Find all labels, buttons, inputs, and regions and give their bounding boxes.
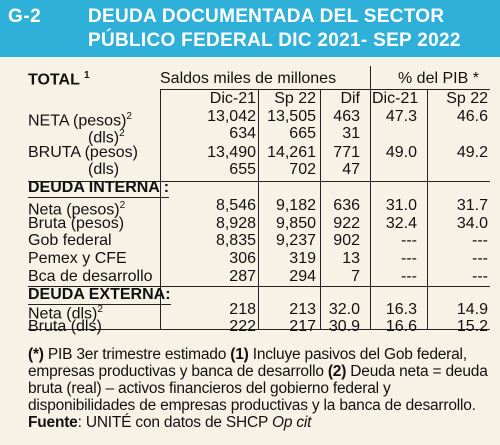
table-cell: 222: [229, 318, 256, 335]
col-divider-2: [258, 89, 259, 329]
table-cell: 49.2: [456, 144, 488, 161]
table-cell: 31.7: [456, 197, 488, 214]
table-cell: 634: [229, 125, 256, 142]
col-header: Sp 22: [446, 90, 488, 107]
col-header: Dic-21: [209, 90, 256, 107]
table-cell: 7: [351, 268, 360, 285]
row-label: Bca de desarrollo: [28, 268, 153, 285]
table-cell: 287: [229, 268, 256, 285]
table-cell: 13: [342, 250, 360, 267]
table-cell: 306: [229, 250, 256, 267]
title-banner: G-2 DEUDA DOCUMENTADA DEL SECTOR PÚBLICO…: [0, 0, 500, 57]
table-cell: 32.4: [385, 215, 417, 232]
footnote-marker-star: (*): [28, 346, 44, 363]
table-cell: 9,182: [275, 197, 316, 214]
footnote: (*) PIB 3er trimestre estimado (1) Inclu…: [28, 346, 490, 431]
table-cell: 655: [229, 161, 256, 178]
table-cell: 8,835: [215, 232, 256, 249]
col-divider-4: [370, 66, 371, 329]
table-cell: 8,928: [215, 215, 256, 232]
table-cell: 665: [289, 125, 316, 142]
table-cell: ---: [401, 250, 417, 267]
section-rule-interna: [28, 181, 490, 182]
col-divider-5: [427, 89, 428, 329]
table-cell: 902: [333, 232, 360, 249]
table-cell: 30.9: [328, 318, 360, 335]
table-cell: 16.3: [385, 301, 417, 318]
row-label: BRUTA (pesos): [28, 144, 138, 161]
footnote-text-3: Deuda neta = deuda bruta (real) – activo…: [28, 363, 488, 414]
col-header: Dif: [340, 90, 360, 107]
title-line-2: PÚBLICO FEDERAL DIC 2021- SEP 2022: [88, 30, 461, 51]
table-cell: 319: [289, 250, 316, 267]
table-cell: 16.6: [385, 318, 417, 335]
table-cell: 636: [333, 197, 360, 214]
table-cell: 13,042: [207, 108, 256, 125]
table-cell: 702: [289, 161, 316, 178]
table-cell: 13,505: [267, 108, 316, 125]
row-label: Gob federal: [28, 232, 112, 249]
table-cell: 9,237: [275, 232, 316, 249]
header-rule-pib: [370, 89, 490, 90]
table-cell: 31.0: [385, 197, 417, 214]
table-cell: 32.0: [328, 301, 360, 318]
col-divider-3: [320, 89, 321, 329]
row-label: Bruta (pesos): [28, 215, 125, 232]
section-heading: DEUDA EXTERNA:: [28, 286, 171, 305]
source-italic: Op cit: [272, 414, 312, 431]
table-cell: 218: [229, 301, 256, 318]
title-line-1: DEUDA DOCUMENTADA DEL SECTOR: [88, 6, 445, 27]
row-label: Pemex y CFE: [28, 250, 127, 267]
section-heading: DEUDA INTERNA :: [28, 179, 170, 198]
source-text: : UNITÉ con datos de SHCP: [77, 414, 272, 431]
table-cell: 217: [289, 318, 316, 335]
row-label: Bruta (dls): [28, 318, 102, 335]
table-cell: ---: [472, 268, 488, 285]
graphic-code: G-2: [8, 6, 42, 27]
table-cell: 463: [333, 108, 360, 125]
group-header-saldos: Saldos miles de millones: [160, 70, 337, 87]
table-cell: 922: [333, 215, 360, 232]
table-cell: ---: [472, 232, 488, 249]
table-cell: 13,490: [207, 144, 256, 161]
table-cell: 49.0: [385, 144, 417, 161]
table-bottom-rule: [28, 329, 490, 330]
total-label: TOTAL 1: [28, 70, 90, 89]
table-cell: 31: [342, 125, 360, 142]
header-rule-saldos: [160, 89, 370, 90]
row-label: (dls): [88, 161, 120, 178]
table-cell: 294: [289, 268, 316, 285]
footnote-marker-2: (2): [327, 363, 347, 380]
table-cell: 15.2: [456, 318, 488, 335]
row-label: Neta (pesos)2: [28, 200, 126, 219]
table-cell: 34.0: [456, 215, 488, 232]
table-cell: 9,850: [275, 215, 316, 232]
section-rule-externa: [28, 286, 490, 287]
table-cell: ---: [401, 268, 417, 285]
footnote-text-1: PIB 3er trimestre estimado: [43, 346, 231, 363]
col-divider-1: [160, 89, 161, 329]
row-label: (dls)2: [88, 128, 125, 147]
table-cell: 46.6: [456, 108, 488, 125]
table-cell: 47: [342, 161, 360, 178]
table-cell: 14,261: [267, 144, 316, 161]
table-cell: 14.9: [456, 301, 488, 318]
table-cell: 771: [333, 144, 360, 161]
table-cell: ---: [401, 232, 417, 249]
footnote-marker-1: (1): [230, 346, 249, 363]
table-cell: ---: [472, 250, 488, 267]
footnote-text-2: Incluye pasivos del Gob federal, empresa…: [28, 346, 467, 380]
source-label: Fuente: [28, 414, 78, 431]
table-cell: 8,546: [215, 197, 256, 214]
table-cell: 213: [289, 301, 316, 318]
row-label: NETA (pesos)2: [28, 111, 132, 130]
table-cell: 47.3: [385, 108, 417, 125]
col-header: Dic-21: [372, 90, 419, 107]
group-header-pib: % del PIB *: [398, 70, 479, 87]
col-header: Sp 22: [274, 90, 316, 107]
row-label: Neta (dls)2: [28, 304, 103, 323]
